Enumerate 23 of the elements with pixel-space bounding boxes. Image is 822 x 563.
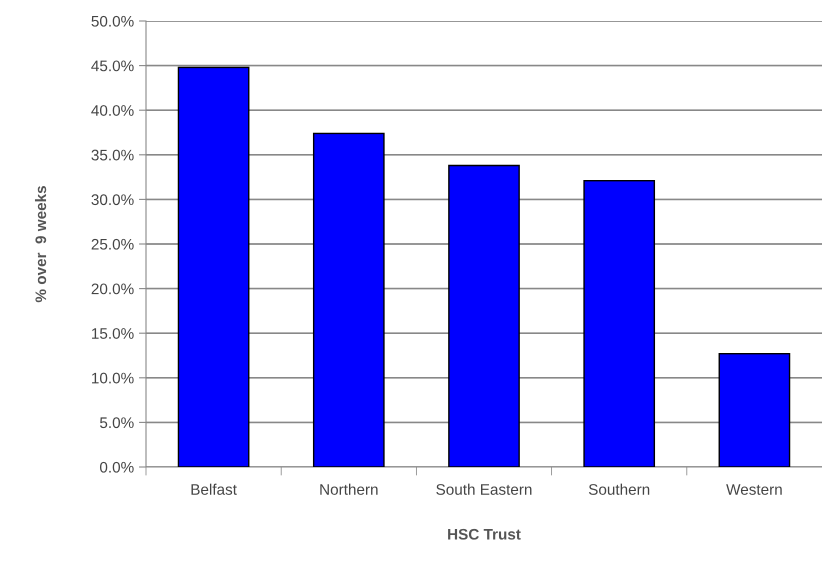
bar [312,132,385,467]
y-tick-label: 40.0% [91,105,134,116]
bar [583,180,656,467]
y-tick-label: 30.0% [91,194,134,206]
x-tick-label: Western [726,484,782,495]
y-axis-title: % over 9 weeks [34,186,46,302]
y-tick-label: 10.0% [92,372,134,384]
x-tick-label: South Eastern [436,484,532,495]
bar [178,66,250,467]
x-tick-label: Belfast [192,484,237,495]
x-tick-label: Northern [320,484,378,495]
y-tick-label: 35.0% [91,150,134,160]
x-tick-label: Southern [588,484,650,495]
y-tick-label: 5.0% [100,417,134,428]
y-tick-label: 15.0% [92,328,134,339]
x-axis-title: HSC Trust [448,528,521,540]
y-tick-label: 45.0% [91,60,134,72]
y-tick-label: 0.0% [100,462,134,473]
y-tick-label: 50.0% [91,16,134,27]
y-tick-label: 25.0% [92,238,134,250]
bar [718,353,790,467]
bar [448,164,520,467]
y-tick-label: 20.0% [92,283,134,294]
